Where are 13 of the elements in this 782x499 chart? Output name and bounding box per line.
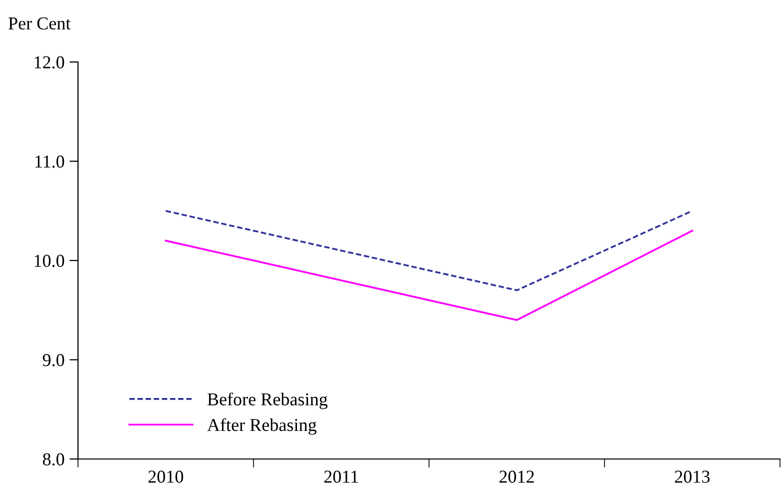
y-tick-label: 9.0 — [42, 354, 64, 366]
x-tick-label: 2013 — [674, 470, 710, 483]
legend-label: Before Rebasing — [208, 392, 328, 410]
y-tick-label: 10.0 — [34, 254, 64, 268]
y-axis-title: Per Cent — [8, 17, 71, 30]
y-tick-label: 8.0 — [42, 453, 64, 466]
x-tick-label: 2011 — [324, 470, 358, 483]
line-series — [164, 230, 694, 321]
x-tick-label: 2012 — [499, 470, 534, 483]
y-tick-label: 12.0 — [34, 56, 64, 69]
legend-label: After Rebasing — [207, 418, 316, 435]
x-tick-label: 2010 — [148, 470, 184, 483]
y-tick-label: 11.0 — [35, 156, 64, 168]
